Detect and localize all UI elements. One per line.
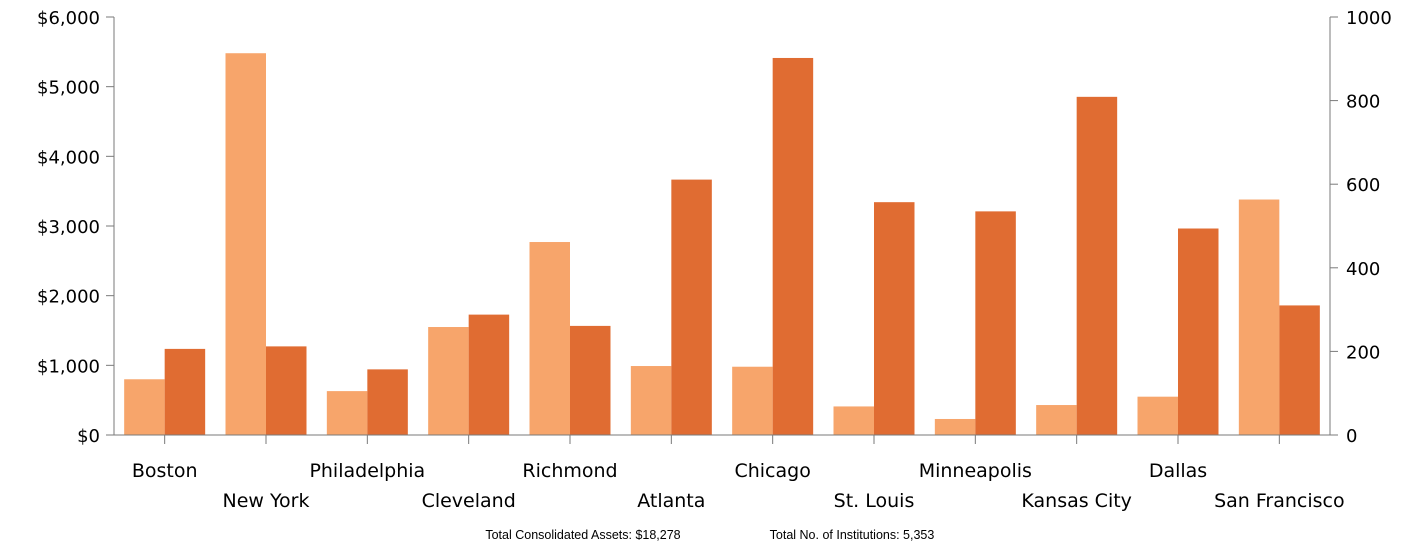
bar-right-axis-minneapolis: [975, 211, 1016, 435]
right-y-tick-label: 600: [1346, 175, 1380, 196]
axes-group: [106, 16, 1338, 444]
footer-total-assets: Total Consolidated Assets: $18,278: [485, 528, 680, 542]
x-tick-label: Richmond: [522, 460, 617, 482]
bar-right-axis-philadelphia: [367, 369, 408, 435]
x-tick-label: San Francisco: [1214, 490, 1345, 512]
bar-left-axis-boston: [124, 379, 165, 435]
left-y-tick-label: $1,000: [37, 356, 100, 377]
x-tick-label: Dallas: [1149, 460, 1207, 482]
bar-right-axis-dallas: [1178, 228, 1219, 435]
x-tick-label: New York: [222, 490, 309, 512]
bar-left-axis-minneapolis: [934, 418, 976, 435]
bar-right-axis-boston: [164, 348, 206, 435]
left-y-tick-label: $6,000: [37, 8, 100, 29]
bar-left-axis-philadelphia: [326, 391, 368, 435]
x-tick-label: Chicago: [734, 460, 810, 482]
left-y-tick-label: $5,000: [37, 78, 100, 99]
bar-left-axis-kansas-city: [1036, 405, 1077, 435]
bar-right-axis-richmond: [570, 325, 611, 435]
footer-total-institutions: Total No. of Institutions: 5,353: [770, 528, 935, 542]
x-tick-label: Cleveland: [422, 490, 516, 512]
left-y-tick-label: $3,000: [37, 217, 100, 238]
bar-left-axis-st-louis: [833, 406, 874, 435]
bar-right-axis-st-louis: [874, 202, 915, 435]
bar-left-axis-san-francisco: [1238, 199, 1280, 435]
right-y-tick-label: 1000: [1346, 8, 1392, 29]
right-y-tick-label: 0: [1346, 426, 1357, 447]
bar-right-axis-san-francisco: [1279, 305, 1320, 435]
right-y-tick-label: 400: [1346, 259, 1380, 280]
bar-left-axis-richmond: [529, 242, 570, 435]
x-tick-label: Atlanta: [637, 490, 705, 512]
bar-right-axis-cleveland: [468, 314, 510, 435]
left-y-tick-label: $4,000: [37, 147, 100, 168]
right-y-tick-label: 200: [1346, 342, 1380, 363]
bar-right-axis-kansas-city: [1076, 96, 1118, 435]
bar-left-axis-cleveland: [428, 327, 469, 435]
x-tick-label: Boston: [132, 460, 198, 482]
bar-left-axis-dallas: [1137, 396, 1178, 435]
x-tick-label: Philadelphia: [309, 460, 425, 482]
labels-group: $0 $1,000 $2,000 $3,000 $4,000 $5,000 $6,000 0 2…: [37, 8, 1392, 512]
bar-left-axis-atlanta: [630, 366, 672, 435]
bar-left-axis-chicago: [732, 366, 773, 435]
bar-right-axis-chicago: [772, 57, 814, 436]
x-tick-label: Kansas City: [1021, 490, 1132, 512]
x-tick-label: St. Louis: [834, 490, 915, 512]
x-tick-label: Minneapolis: [919, 460, 1032, 482]
left-y-tick-label: $2,000: [37, 287, 100, 308]
bar-right-axis-new-york: [266, 346, 307, 435]
bar-right-axis-atlanta: [671, 179, 712, 435]
bars-group: [124, 53, 1320, 436]
right-y-tick-label: 800: [1346, 92, 1380, 113]
left-y-tick-label: $0: [77, 426, 100, 447]
bar-left-axis-new-york: [225, 53, 266, 436]
